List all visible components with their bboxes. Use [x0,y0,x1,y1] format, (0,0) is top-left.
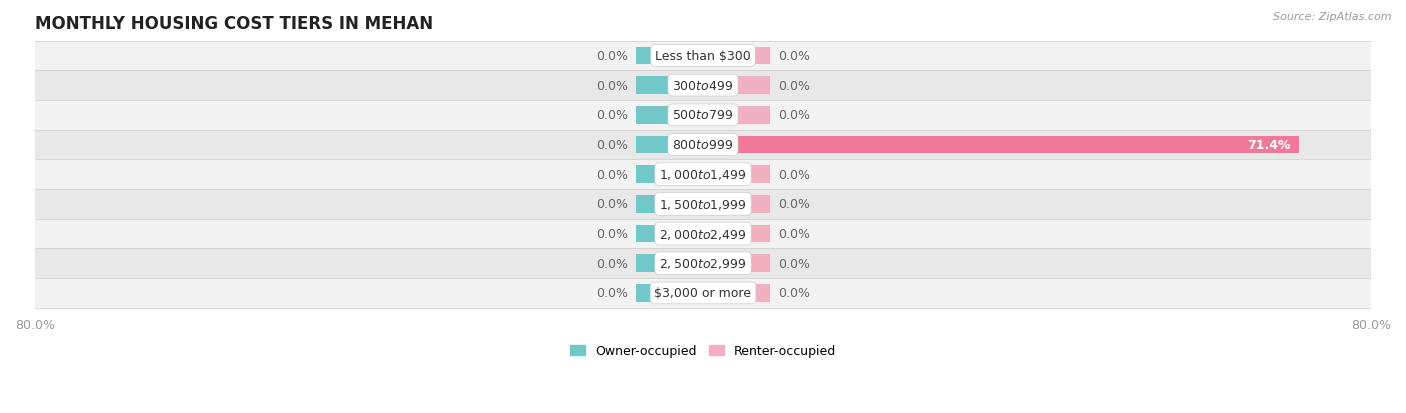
Bar [35,278,1371,308]
Text: $500 to $799: $500 to $799 [672,109,734,122]
Text: 0.0%: 0.0% [778,198,810,211]
Text: $800 to $999: $800 to $999 [672,139,734,152]
Text: 71.4%: 71.4% [1247,139,1291,152]
Bar [703,107,770,124]
Text: MONTHLY HOUSING COST TIERS IN MEHAN: MONTHLY HOUSING COST TIERS IN MEHAN [35,15,433,33]
Bar [35,160,1371,190]
Bar [35,71,1371,101]
Text: $3,000 or more: $3,000 or more [655,287,751,300]
Bar [636,166,703,184]
Bar [636,47,703,65]
Text: 0.0%: 0.0% [778,228,810,240]
Text: 0.0%: 0.0% [596,79,628,93]
Bar [35,190,1371,219]
Bar [636,225,703,243]
Text: $2,500 to $2,999: $2,500 to $2,999 [659,256,747,271]
Bar [35,131,1371,160]
Bar [703,47,770,65]
Text: 0.0%: 0.0% [596,257,628,270]
Bar [35,41,1371,71]
Bar [636,255,703,273]
Text: 0.0%: 0.0% [778,79,810,93]
Bar [703,255,770,273]
Text: 0.0%: 0.0% [778,109,810,122]
Text: 0.0%: 0.0% [778,50,810,63]
Bar [703,285,770,302]
Bar [35,249,1371,278]
Text: Source: ZipAtlas.com: Source: ZipAtlas.com [1274,12,1392,22]
Text: $300 to $499: $300 to $499 [672,79,734,93]
Text: $1,500 to $1,999: $1,500 to $1,999 [659,197,747,211]
Text: 0.0%: 0.0% [778,168,810,181]
Bar [35,101,1371,131]
Text: 0.0%: 0.0% [596,50,628,63]
Text: 0.0%: 0.0% [778,287,810,300]
Text: 0.0%: 0.0% [778,257,810,270]
Bar [636,136,703,154]
Text: 0.0%: 0.0% [596,198,628,211]
Bar [703,225,770,243]
Bar [636,195,703,213]
Text: 0.0%: 0.0% [596,139,628,152]
Legend: Owner-occupied, Renter-occupied: Owner-occupied, Renter-occupied [565,339,841,363]
Text: 0.0%: 0.0% [596,168,628,181]
Bar [636,107,703,124]
Bar [703,77,770,95]
Bar [636,77,703,95]
Text: 0.0%: 0.0% [596,109,628,122]
Bar [703,166,770,184]
Text: $1,000 to $1,499: $1,000 to $1,499 [659,168,747,182]
Bar [35,219,1371,249]
Text: $2,000 to $2,499: $2,000 to $2,499 [659,227,747,241]
Text: Less than $300: Less than $300 [655,50,751,63]
Text: 0.0%: 0.0% [596,287,628,300]
Text: 0.0%: 0.0% [596,228,628,240]
Bar [636,285,703,302]
Bar [703,136,1299,154]
Bar [703,195,770,213]
